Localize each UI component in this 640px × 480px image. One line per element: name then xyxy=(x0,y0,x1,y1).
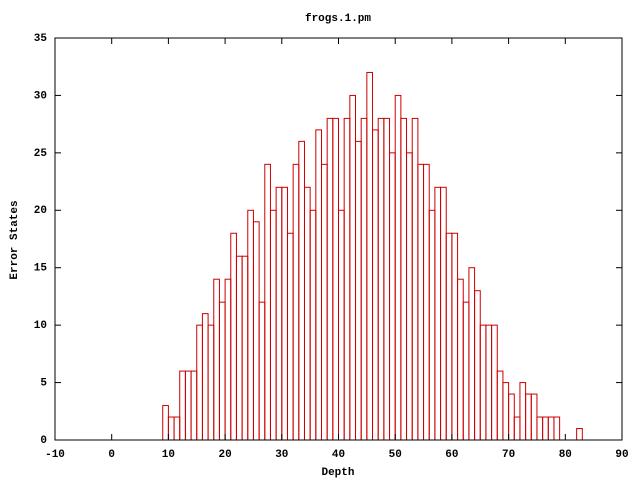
plot-border xyxy=(54,37,623,441)
y-tick-label: 10 xyxy=(34,320,47,332)
x-tick-label: 30 xyxy=(275,449,288,461)
y-tick-label: 15 xyxy=(34,263,48,275)
y-tick-label: 5 xyxy=(40,377,47,389)
y-tick-label: 20 xyxy=(34,205,47,217)
y-tick-label: 35 xyxy=(34,33,48,45)
x-tick-label: 80 xyxy=(559,449,572,461)
x-tick-label: 50 xyxy=(389,449,402,461)
x-tick-label: -10 xyxy=(45,449,65,461)
x-tick-label: 90 xyxy=(615,449,628,461)
chart-title: frogs.1.pm xyxy=(305,13,371,25)
x-tick-label: 20 xyxy=(218,449,231,461)
y-tick-label: 0 xyxy=(40,435,47,447)
x-tick-label: 40 xyxy=(332,449,345,461)
x-tick-label: 60 xyxy=(445,449,458,461)
y-tick-label: 30 xyxy=(34,90,47,102)
x-axis-label: Depth xyxy=(321,467,354,479)
x-tick-label: 0 xyxy=(108,449,115,461)
y-axis-label: Error States xyxy=(9,200,21,279)
y-tick-label: 25 xyxy=(34,148,48,160)
x-tick-label: 70 xyxy=(502,449,515,461)
x-tick-label: 10 xyxy=(162,449,175,461)
